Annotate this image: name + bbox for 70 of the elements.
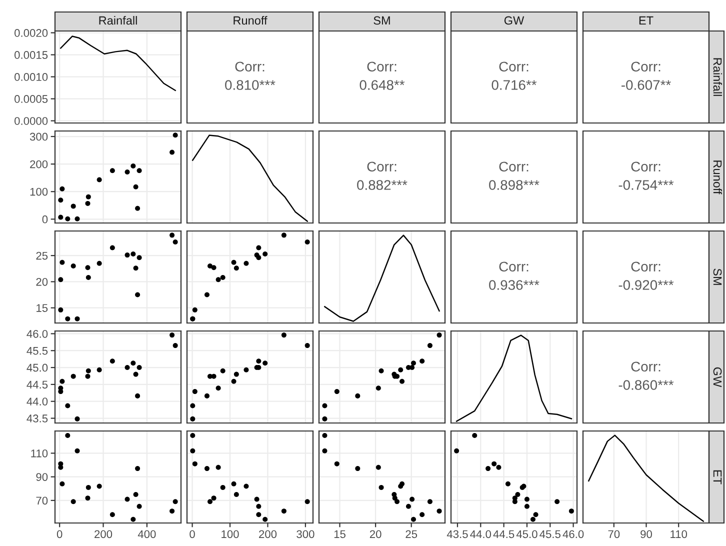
y-tick-label: 0.0020 [14, 29, 48, 37]
y-tick-label: 44.0 [26, 398, 48, 406]
y-tick-label: 90 [36, 473, 48, 481]
text: GW [504, 16, 524, 25]
x-tick-label: 20 [370, 530, 382, 538]
text: SM [713, 268, 722, 285]
text: 0.648** [360, 80, 405, 90]
y-tick-label: 300 [30, 132, 48, 141]
text: Corr: [235, 62, 264, 72]
y-tick-label: 43.5 [26, 414, 48, 422]
text: Corr: [367, 62, 396, 72]
y-tick-label: 46.0 [26, 330, 48, 338]
y-tick-label: 0.0010 [14, 73, 48, 81]
text: 0.810*** [225, 80, 276, 90]
x-tick-label: 15 [334, 530, 346, 538]
x-tick-label: 44.5 [493, 530, 514, 538]
x-tick-label: 300 [296, 530, 314, 538]
x-tick-label: 400 [138, 530, 156, 538]
x-tick-label: 100 [222, 530, 239, 538]
y-tick-label: 44.5 [26, 380, 48, 389]
text: Rainfall [713, 58, 722, 96]
text: -0.920*** [618, 280, 674, 290]
y-tick-label: 15 [36, 304, 48, 312]
y-tick-label: 25 [36, 252, 48, 260]
y-tick-label: 45.5 [26, 347, 48, 355]
x-tick-label: 70 [608, 530, 620, 538]
y-tick-label: 200 [30, 160, 48, 168]
text: Corr: [499, 62, 528, 72]
y-tick-label: 45.0 [26, 364, 48, 372]
y-tick-label: 100 [30, 188, 48, 196]
text: Corr: [499, 262, 528, 272]
text: GW [713, 367, 722, 388]
y-tick-label: 110 [31, 449, 48, 458]
text: SM [374, 16, 390, 25]
text: Runoff [713, 160, 722, 194]
text: 0.882*** [357, 180, 408, 190]
text: 0.716** [492, 80, 537, 90]
x-tick-label: 90 [640, 530, 652, 538]
text: -0.754*** [618, 180, 674, 190]
text: Corr: [631, 162, 660, 172]
x-tick-label: 25 [406, 530, 418, 538]
text: Runoff [234, 16, 268, 25]
y-tick-label: 0.0005 [14, 95, 48, 103]
y-tick-label: 70 [36, 496, 48, 505]
text: Corr: [631, 362, 660, 372]
x-tick-label: 46.0 [562, 530, 584, 538]
text: 0.898*** [489, 180, 540, 190]
chart-title: Rainfall [99, 16, 137, 25]
text: ET [639, 16, 654, 25]
text: -0.860*** [618, 380, 674, 390]
x-tick-label: 200 [94, 530, 112, 538]
x-tick-label: 45.0 [516, 530, 538, 538]
y-tick-label: 0.0015 [14, 51, 48, 59]
x-tick-label: 0 [56, 530, 62, 538]
text: Corr: [499, 162, 528, 172]
x-tick-label: 110 [670, 530, 688, 538]
text: Corr: [367, 162, 396, 172]
x-tick-label: 44.0 [470, 530, 492, 538]
text: Corr: [631, 262, 660, 272]
x-tick-label: 0 [190, 530, 195, 538]
x-tick-label: 43.5 [446, 530, 468, 538]
y-tick-label: 0.0000 [14, 117, 48, 125]
y-tick-label: 20 [36, 278, 48, 286]
text: -0.607** [622, 80, 671, 90]
x-tick-label: 200 [259, 530, 277, 538]
text: Corr: [631, 62, 660, 72]
y-tick-label: 0 [42, 215, 48, 224]
x-tick-label: 45.5 [540, 530, 560, 538]
text: 0.936*** [489, 280, 540, 290]
y2-axis-title: ET [713, 470, 722, 484]
